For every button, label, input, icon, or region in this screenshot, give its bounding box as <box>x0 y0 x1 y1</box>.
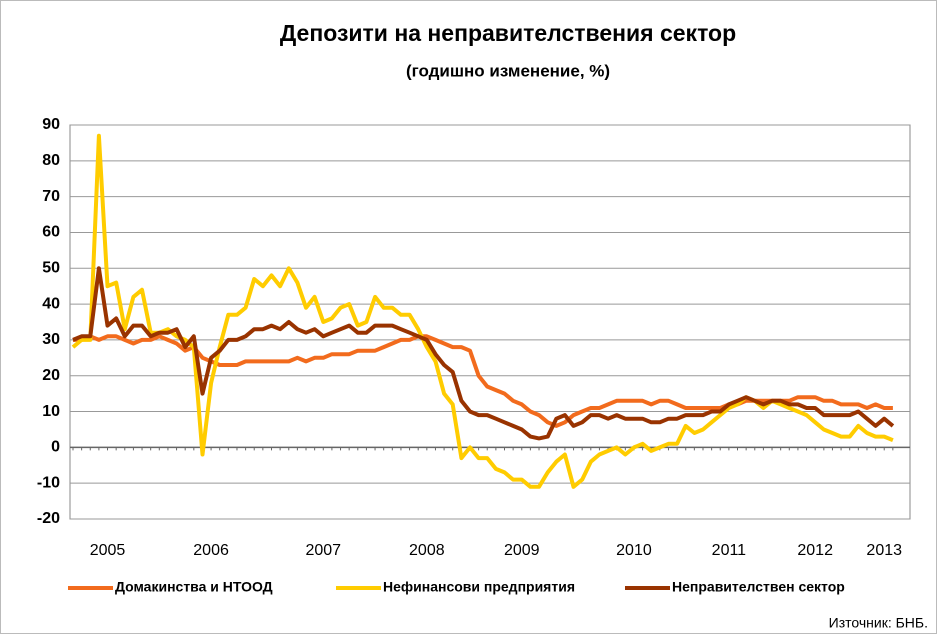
y-tick-label: 60 <box>42 224 60 241</box>
y-tick-label: 30 <box>42 331 60 348</box>
x-tick-label: 2013 <box>866 542 902 559</box>
x-tick-label: 2007 <box>305 542 341 559</box>
y-tick-label: 40 <box>42 295 60 312</box>
chart-title: Депозити на неправителствения сектор <box>280 20 736 46</box>
x-tick-label: 2011 <box>712 542 747 559</box>
y-tick-label: 50 <box>42 259 60 276</box>
x-tick-label: 2012 <box>797 542 833 559</box>
legend-label: Нефинансови предприятия <box>383 579 575 595</box>
y-tick-label: 20 <box>42 367 60 384</box>
y-tick-label: -20 <box>37 510 60 527</box>
x-tick-label: 2006 <box>193 542 229 559</box>
x-tick-label: 2008 <box>409 542 445 559</box>
plot-area <box>69 124 911 520</box>
x-tick-label: 2009 <box>504 542 540 559</box>
source-note: Източник: БНБ. <box>829 615 928 631</box>
y-tick-label: 10 <box>42 403 60 420</box>
legend-label: Неправителствен сектор <box>672 579 845 595</box>
x-tick-label: 2010 <box>616 542 652 559</box>
series-line <box>72 266 895 441</box>
y-tick-label: 80 <box>42 152 60 169</box>
x-tick-label: 2005 <box>90 542 126 559</box>
y-tick-label: 0 <box>51 439 60 456</box>
chart-subtitle: (годишно изменение, %) <box>406 61 610 80</box>
legend-label: Домакинства и НТООД <box>115 579 273 595</box>
y-tick-label: 70 <box>42 188 60 205</box>
y-tick-label: -10 <box>37 474 60 491</box>
y-tick-label: 90 <box>42 116 60 133</box>
